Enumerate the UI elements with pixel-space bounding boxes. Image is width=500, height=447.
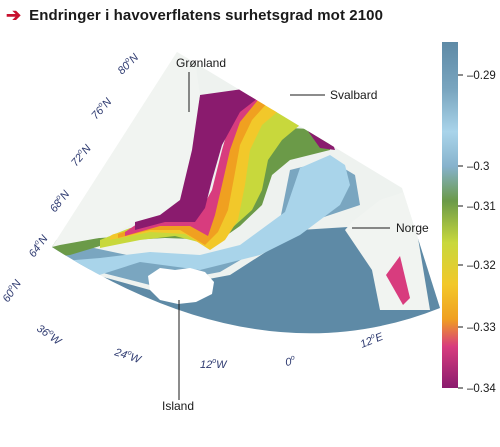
land-norway: [345, 190, 430, 310]
colorbar-tick-label: –0.31: [467, 201, 496, 213]
zone-dark-purple: [135, 88, 270, 230]
lat-label-80n: 80oN: [115, 51, 141, 77]
label-norway: Norge: [396, 221, 429, 235]
lon-label-12e: 12oE: [358, 330, 385, 351]
zone-dark-blue: [52, 225, 440, 334]
arrow-right-icon: ➔: [6, 5, 22, 25]
lon-label-36w: 36oW: [34, 322, 65, 349]
zone-mid-blue: [52, 160, 360, 285]
colorbar: [442, 42, 458, 388]
lat-label-64n: 64oN: [26, 233, 51, 260]
label-iceland: Island: [162, 399, 194, 413]
lon-label-0: 0o: [284, 354, 296, 369]
land-iceland: [148, 268, 214, 304]
colorbar-tick-label: –0.32: [467, 260, 496, 272]
title-text: Endringer i havoverflatens surhetsgrad m…: [29, 6, 384, 24]
colorbar-tick-label: –0.3: [467, 161, 489, 173]
lat-label-68n: 68oN: [47, 188, 72, 215]
colorbar-ticks: –0.29 –0.3 –0.31 –0.32 –0.33 –0.34: [458, 70, 496, 395]
colorbar-tick-label: –0.34: [467, 383, 496, 395]
acidity-contours: [52, 52, 440, 334]
label-greenland: Grønland: [176, 56, 226, 70]
lat-label-72n: 72oN: [68, 142, 93, 169]
zone-magenta: [125, 96, 258, 236]
zone-light-blue: [52, 155, 350, 278]
zone-norway-coast: [386, 256, 410, 305]
map-title: ➔ Endringer i havoverflatens surhetsgrad…: [6, 6, 383, 24]
lon-label-24w: 24oW: [112, 345, 144, 366]
lon-label-12w: 12oW: [200, 358, 228, 371]
colorbar-tick-label: –0.29: [467, 70, 496, 82]
colorbar-tick-label: –0.33: [467, 322, 496, 334]
lat-label-60n: 60oN: [0, 277, 24, 304]
label-svalbard: Svalbard: [330, 88, 377, 102]
lat-label-76n: 76oN: [89, 95, 115, 122]
